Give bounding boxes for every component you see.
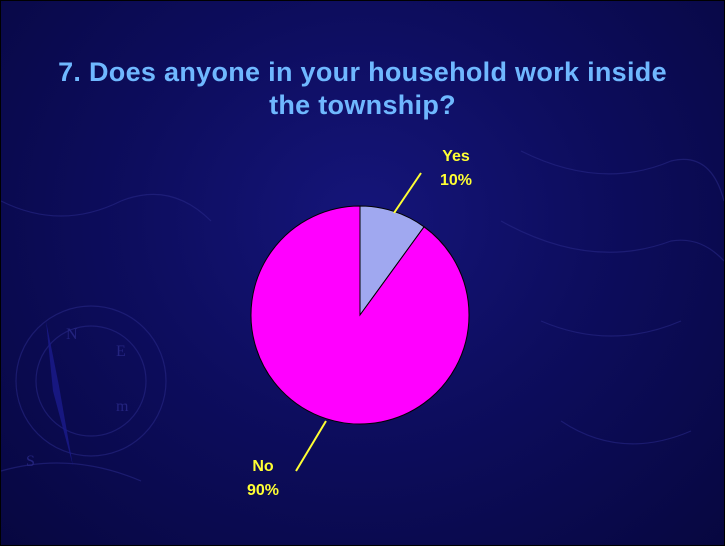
slice-label-no-value: 90% [247,482,279,499]
svg-text:S: S [26,453,35,470]
title-line-1: 7. Does anyone in your household work in… [58,57,667,87]
chart-title: 7. Does anyone in your household work in… [21,56,704,122]
title-line-2: the township? [269,90,456,120]
leader-line-no [295,420,327,472]
slice-label-no-name: No [252,458,274,475]
leader-line-yes [393,172,422,214]
pie-slice-no [250,205,470,425]
svg-text:m: m [116,398,129,415]
svg-text:E: E [116,343,126,360]
slice-label-yes-name: Yes [442,148,470,165]
slice-label-yes-value: 10% [440,172,472,189]
svg-text:N: N [66,326,78,343]
